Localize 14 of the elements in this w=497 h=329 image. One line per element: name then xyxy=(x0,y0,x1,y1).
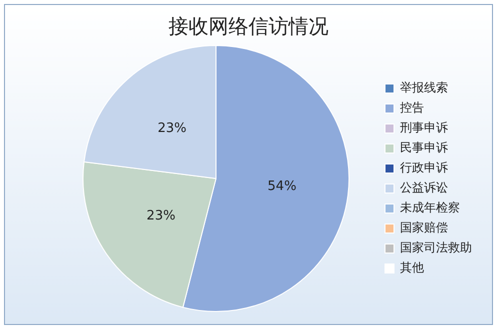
data-label: 23% xyxy=(158,120,186,136)
chart-title: 接收网络信访情况 xyxy=(168,13,330,40)
data-label: 23% xyxy=(146,208,176,224)
legend-label: 行政申诉 xyxy=(400,160,448,175)
legend-label: 公益诉讼 xyxy=(400,180,448,195)
legend-label: 国家赔偿 xyxy=(400,220,448,235)
legend-label: 未成年检察 xyxy=(400,200,460,215)
legend-label: 国家司法救助 xyxy=(400,240,472,255)
legend-label: 举报线索 xyxy=(400,80,448,95)
legend-label: 刑事申诉 xyxy=(400,120,448,135)
legend-label: 民事申诉 xyxy=(400,140,448,155)
legend-label: 控告 xyxy=(400,100,424,115)
data-label: 54% xyxy=(268,179,296,194)
legend-label: 其他 xyxy=(400,260,424,275)
